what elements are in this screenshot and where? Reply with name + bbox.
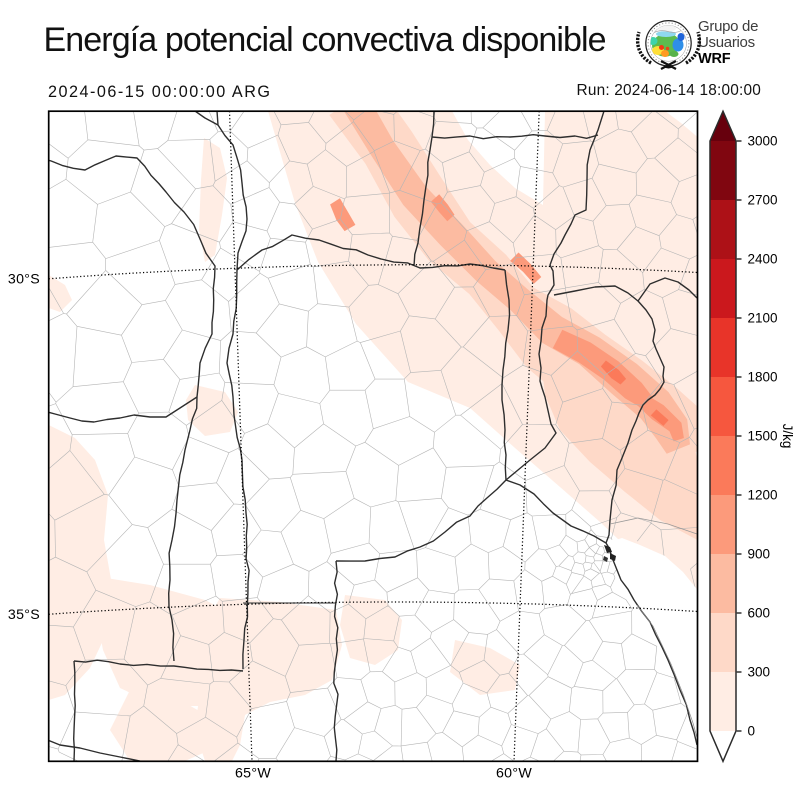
svg-text:65°W: 65°W (235, 766, 271, 782)
svg-text:30°S: 30°S (8, 272, 40, 288)
svg-text:1200: 1200 (748, 488, 778, 503)
svg-text:600: 600 (748, 606, 771, 621)
svg-text:60°W: 60°W (496, 766, 532, 782)
svg-text:1800: 1800 (748, 370, 778, 385)
svg-text:300: 300 (748, 665, 771, 680)
svg-text:2700: 2700 (748, 193, 778, 208)
svg-text:0: 0 (748, 724, 756, 739)
svg-text:35°S: 35°S (8, 607, 40, 623)
svg-text:2100: 2100 (748, 311, 778, 326)
svg-text:900: 900 (748, 547, 771, 562)
svg-text:3000: 3000 (748, 134, 778, 149)
svg-text:J/kg: J/kg (780, 424, 795, 449)
svg-text:1500: 1500 (748, 429, 778, 444)
svg-text:2400: 2400 (748, 252, 778, 267)
